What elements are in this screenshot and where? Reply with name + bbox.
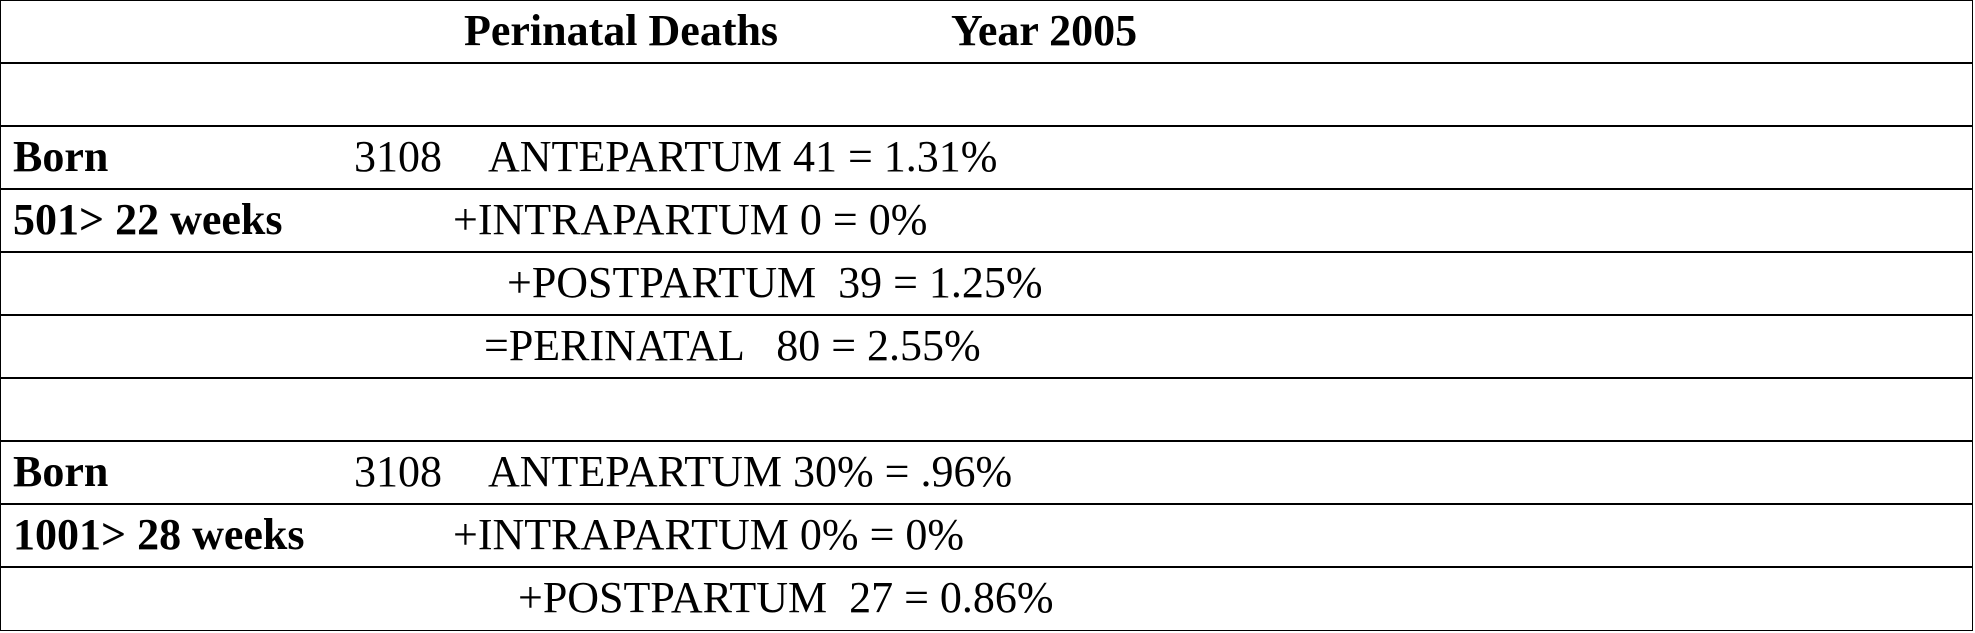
row-label: Born (13, 132, 109, 181)
row-stat: +POSTPARTUM 39 = 1.25% (507, 258, 1043, 307)
table-row-blank (0, 63, 1973, 126)
table-title: Perinatal Deaths (464, 6, 779, 55)
row-stat: +INTRAPARTUM 0% = 0% (453, 510, 965, 559)
table-year: Year 2005 (951, 6, 1138, 55)
row-stat: ANTEPARTUM 41 = 1.31% (488, 132, 998, 181)
table-row: 1001> 28 weeks +INTRAPARTUM 0% = 0% (0, 504, 1973, 567)
table-row: Born 3108 ANTEPARTUM 41 = 1.31% (0, 126, 1973, 189)
row-count: 3108 (354, 132, 442, 181)
table-row: +POSTPARTUM 27 = 0.86% (0, 567, 1973, 631)
row-label: 1001> 28 weeks (13, 510, 305, 559)
row-count: 3108 (354, 447, 442, 496)
row-stat: =PERINATAL 80 = 2.55% (484, 321, 981, 370)
table-row: 501> 22 weeks +INTRAPARTUM 0 = 0% (0, 189, 1973, 252)
table-row: Born 3108 ANTEPARTUM 30% = .96% (0, 441, 1973, 504)
row-stat: +POSTPARTUM 27 = 0.86% (518, 573, 1054, 622)
row-stat: +INTRAPARTUM 0 = 0% (453, 195, 928, 244)
table-row: +POSTPARTUM 39 = 1.25% (0, 252, 1973, 315)
row-stat: ANTEPARTUM 30% = .96% (488, 447, 1013, 496)
row-label: Born (13, 447, 109, 496)
table-header-row: Perinatal Deaths Year 2005 (0, 0, 1973, 63)
table-row-blank (0, 378, 1973, 441)
row-label: 501> 22 weeks (13, 195, 283, 244)
table-row: =PERINATAL 80 = 2.55% (0, 315, 1973, 378)
